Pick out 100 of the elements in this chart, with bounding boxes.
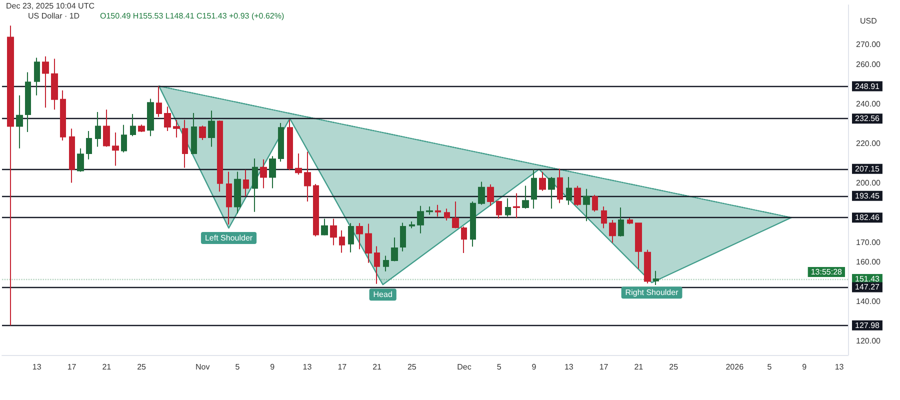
candlestick	[461, 226, 467, 254]
y-tick-label: 120.00	[856, 336, 882, 346]
x-tick-label: 9	[270, 362, 276, 372]
candlestick	[417, 205, 424, 234]
candlestick	[531, 168, 537, 210]
candlestick	[391, 237, 398, 262]
candlestick	[226, 171, 232, 225]
candlestick	[130, 113, 136, 137]
candlestick	[295, 153, 302, 176]
candlestick	[522, 185, 529, 210]
ref-line-label: 147.27	[855, 282, 880, 292]
ref-line-label: 182.46	[855, 213, 880, 222]
y-tick-label: 160.00	[856, 258, 882, 267]
candlestick	[164, 106, 171, 132]
x-tick-label: 13	[834, 362, 844, 372]
x-tick-label: 25	[669, 362, 679, 372]
candlestick	[25, 72, 31, 132]
candlestick	[505, 198, 511, 218]
y-tick-label: 200.00	[856, 178, 882, 188]
ref-line-label: 127.98	[855, 320, 880, 330]
y-tick-label: 140.00	[856, 297, 882, 306]
x-tick-label: 25	[137, 362, 147, 372]
candlestick	[470, 201, 476, 248]
y-tick-label: 240.00	[856, 99, 882, 108]
x-tick-label: Nov	[195, 362, 210, 372]
candlestick	[592, 194, 598, 212]
ref-line-label: 193.45	[855, 191, 880, 200]
candlestick	[112, 132, 119, 166]
candlestick	[252, 158, 258, 212]
x-tick-label: 9	[532, 362, 537, 372]
candlestick	[234, 171, 241, 214]
candlestick	[217, 120, 223, 192]
candlestick	[487, 184, 494, 206]
candlestick	[452, 201, 459, 229]
candlestick	[42, 56, 49, 108]
candlestick	[34, 57, 40, 96]
y-tick-label: 220.00	[856, 138, 882, 148]
candlestick	[191, 112, 197, 155]
y-axis-title: USD	[860, 16, 878, 26]
candlestick	[243, 169, 249, 197]
x-tick-label: 17	[599, 362, 609, 372]
candlestick	[400, 222, 406, 252]
ref-line-label: 248.91	[855, 82, 880, 91]
candlestick	[208, 110, 215, 148]
candlestick	[16, 94, 23, 149]
candlestick	[548, 176, 555, 210]
x-tick-label: 2026	[726, 362, 744, 372]
x-tick-label: 5	[235, 362, 240, 372]
candlestick	[653, 270, 659, 286]
candlestick	[95, 111, 101, 148]
candlestick	[77, 148, 84, 172]
candlestick	[601, 206, 607, 229]
candlestick	[51, 58, 58, 110]
x-tick-label: 25	[407, 362, 417, 372]
candlestick	[644, 249, 651, 284]
candlestick	[147, 98, 154, 137]
candlestick	[618, 206, 624, 238]
x-tick-label: 21	[634, 362, 644, 372]
candlestick	[269, 156, 276, 189]
x-tick-label: 5	[496, 362, 502, 372]
candlestick	[330, 218, 337, 246]
x-tick-label: 5	[767, 362, 772, 372]
x-tick-label: Dec	[457, 362, 472, 372]
x-tick-label: 21	[102, 362, 112, 372]
candlestick	[278, 122, 284, 162]
candlestick	[539, 171, 546, 192]
candlestick	[199, 125, 206, 141]
text: US Dollar · 1D	[28, 12, 80, 20]
y-tick-label: 270.00	[856, 40, 882, 50]
candlestick	[138, 124, 145, 132]
candlestick	[513, 192, 520, 219]
candlestick	[426, 206, 433, 216]
candlestick	[627, 217, 633, 225]
x-tick-label: 13	[32, 362, 42, 372]
y-tick-label: 260.00	[856, 60, 882, 69]
candlestick	[339, 230, 345, 254]
candlestick	[156, 86, 162, 118]
x-tick-label: 21	[372, 362, 382, 372]
candlestick	[313, 183, 319, 237]
candlestick	[356, 222, 363, 250]
candlestick	[374, 246, 380, 284]
candlestick	[609, 219, 616, 244]
candlestick	[260, 158, 267, 189]
ref-line-label: 207.15	[855, 164, 880, 174]
candlestick	[7, 25, 14, 326]
x-tick-label: 17	[67, 362, 77, 372]
candlestick	[435, 204, 441, 218]
candlestick	[348, 222, 354, 253]
candlestick	[321, 218, 328, 236]
candlestick	[69, 128, 75, 184]
candlestick	[86, 130, 92, 160]
candlestick	[444, 208, 450, 222]
annotation: Dec 23, 2025 10:04 UTC	[6, 2, 95, 10]
candlestick	[583, 188, 590, 222]
annotation: 13:55:28	[810, 268, 843, 277]
candlestick	[121, 124, 127, 153]
x-tick-label: 9	[802, 362, 808, 372]
candlestick	[103, 109, 110, 148]
candlestick	[557, 168, 563, 204]
annotation: Right Shoulder	[625, 288, 679, 298]
